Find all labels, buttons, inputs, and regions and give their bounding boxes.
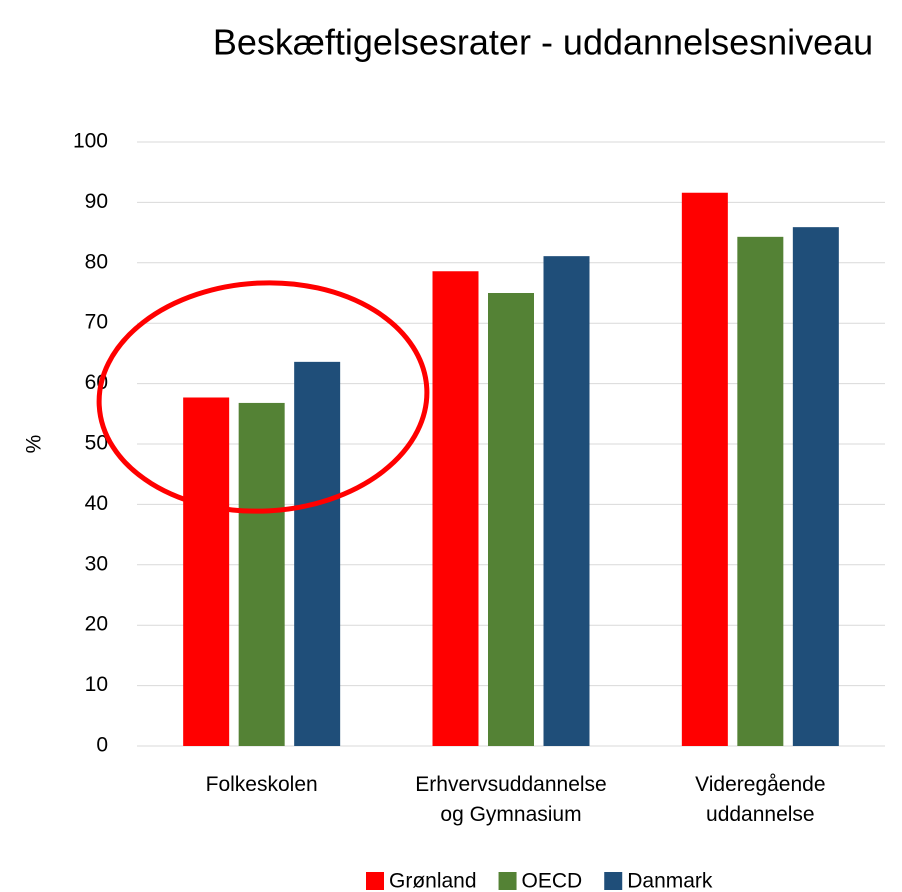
y-tick-label: 100 [73, 130, 108, 153]
bar [238, 402, 285, 746]
bar [681, 192, 728, 747]
legend-label: Grønland [389, 870, 477, 892]
y-tick-label: 80 [85, 250, 108, 273]
legend-swatch [604, 872, 623, 890]
bar [294, 361, 341, 746]
bar [543, 256, 590, 746]
x-tick-label: Erhvervsuddannelse og Gymnasium [415, 773, 607, 826]
bar [488, 293, 534, 746]
y-tick-label: 40 [85, 492, 108, 515]
y-axis-label: % [23, 435, 46, 454]
bar [737, 236, 784, 746]
chart-title: Beskæftigelsesrater - uddannelsesniveau [213, 22, 873, 63]
y-tick-label: 10 [85, 673, 108, 696]
bar [183, 397, 230, 746]
y-tick-label: 0 [96, 734, 108, 757]
y-tick-label: 90 [85, 190, 108, 213]
legend-swatch [366, 872, 384, 890]
legend-label: OECD [522, 870, 583, 892]
x-tick-label: Videregående uddannelse [695, 773, 826, 826]
bar [792, 227, 839, 746]
x-tick-label: Folkeskolen [205, 773, 318, 796]
bar [432, 271, 479, 746]
y-tick-label: 70 [85, 311, 108, 334]
legend-swatch [498, 872, 517, 890]
y-tick-label: 30 [85, 552, 108, 575]
y-tick-label: 50 [85, 432, 108, 455]
y-tick-label: 20 [85, 613, 108, 636]
highlight-ellipse [96, 280, 430, 514]
legend-label: Danmark [627, 870, 713, 892]
